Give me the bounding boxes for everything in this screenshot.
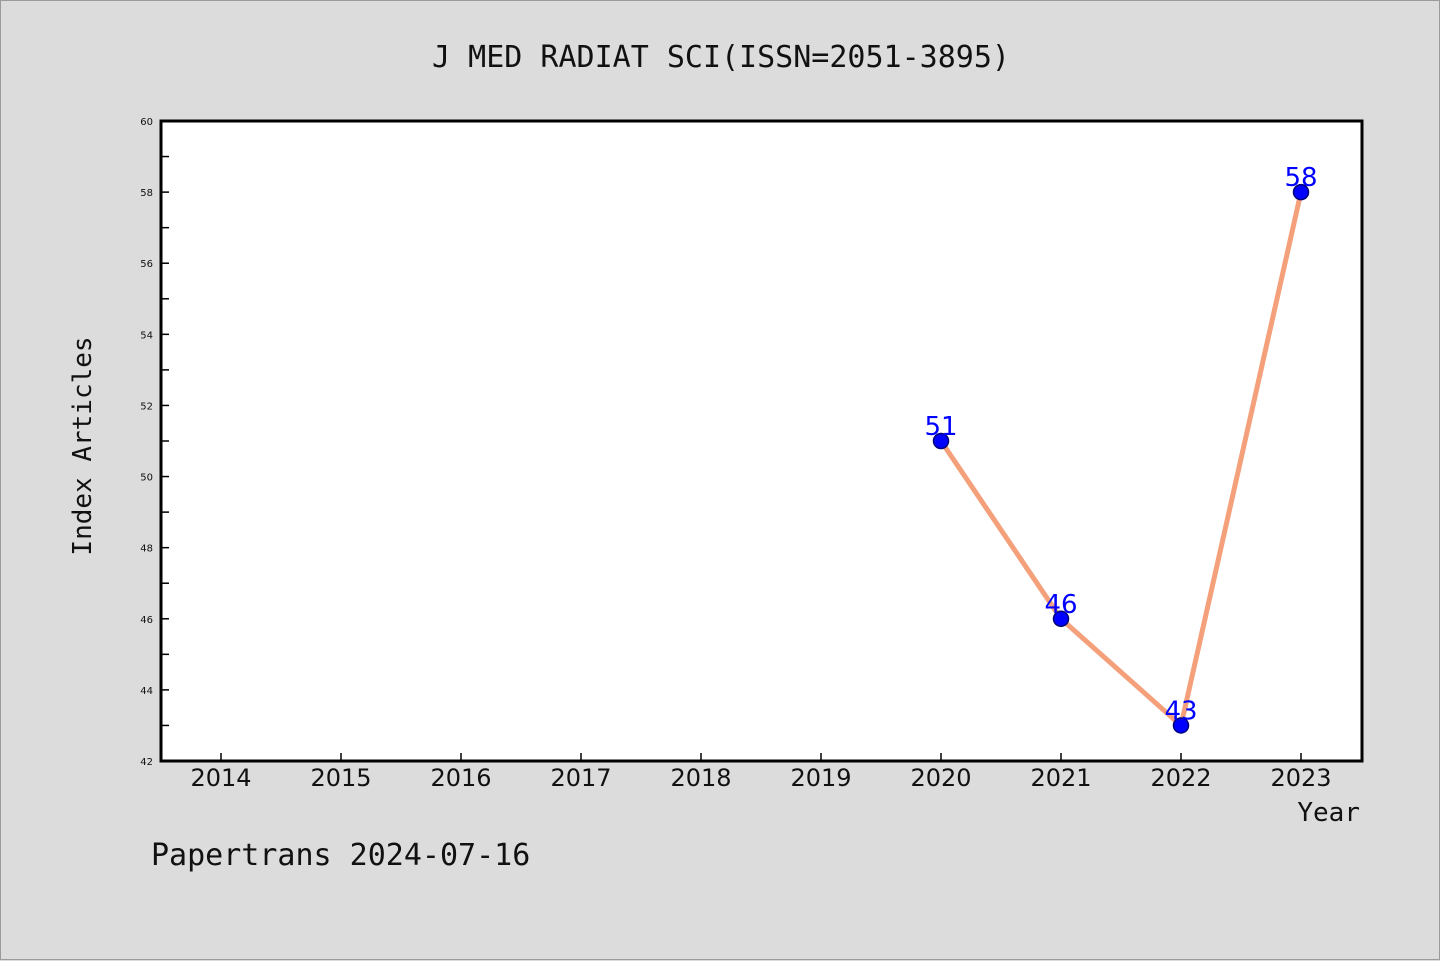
x-axis-title: Year [1297, 798, 1360, 828]
y-tick-label: 56 [140, 259, 153, 270]
data-label: 51 [924, 412, 957, 442]
y-tick-label: 48 [140, 544, 153, 555]
x-tick-label: 2023 [1270, 764, 1331, 792]
plot-area [159, 119, 1364, 763]
data-label: 46 [1044, 590, 1077, 620]
x-tick-label: 2015 [310, 764, 371, 792]
y-tick-label: 44 [140, 686, 153, 697]
x-tick-label: 2018 [670, 764, 731, 792]
footer-watermark: Papertrans 2024-07-16 [151, 838, 530, 873]
data-point [1292, 183, 1310, 201]
series-line [938, 189, 1304, 728]
x-tick-label: 2022 [1150, 764, 1211, 792]
y-axis-title: Index Articles [68, 336, 98, 555]
x-tick-label: 2021 [1030, 764, 1091, 792]
x-tick-label: 2019 [790, 764, 851, 792]
y-tick-label: 46 [140, 615, 153, 626]
y-tick-label: 60 [140, 117, 153, 128]
data-point [932, 432, 950, 450]
y-axis: 42 44 46 48 50 52 54 56 58 60 [140, 117, 169, 768]
x-axis: 2014 2015 2016 2017 2018 2019 2020 2021 2022 2023 [190, 753, 1332, 792]
chart-title: J MED RADIAT SCI(ISSN=2051-3895) [432, 40, 1010, 75]
x-tick-label: 2020 [910, 764, 971, 792]
data-label: 58 [1284, 163, 1317, 193]
data-point [1172, 717, 1190, 734]
data-label: 43 [1164, 696, 1197, 726]
x-tick-label: 2014 [190, 764, 251, 792]
x-tick-label: 2017 [550, 764, 611, 792]
y-tick-label: 50 [140, 473, 153, 484]
y-tick-label: 52 [140, 401, 153, 412]
y-tick-label: 58 [140, 188, 153, 199]
y-tick-label: 54 [140, 330, 153, 341]
series-group: 51 46 43 58 [924, 163, 1318, 734]
x-tick-label: 2016 [430, 764, 491, 792]
y-tick-label: 42 [140, 757, 153, 768]
data-point [1052, 610, 1070, 628]
